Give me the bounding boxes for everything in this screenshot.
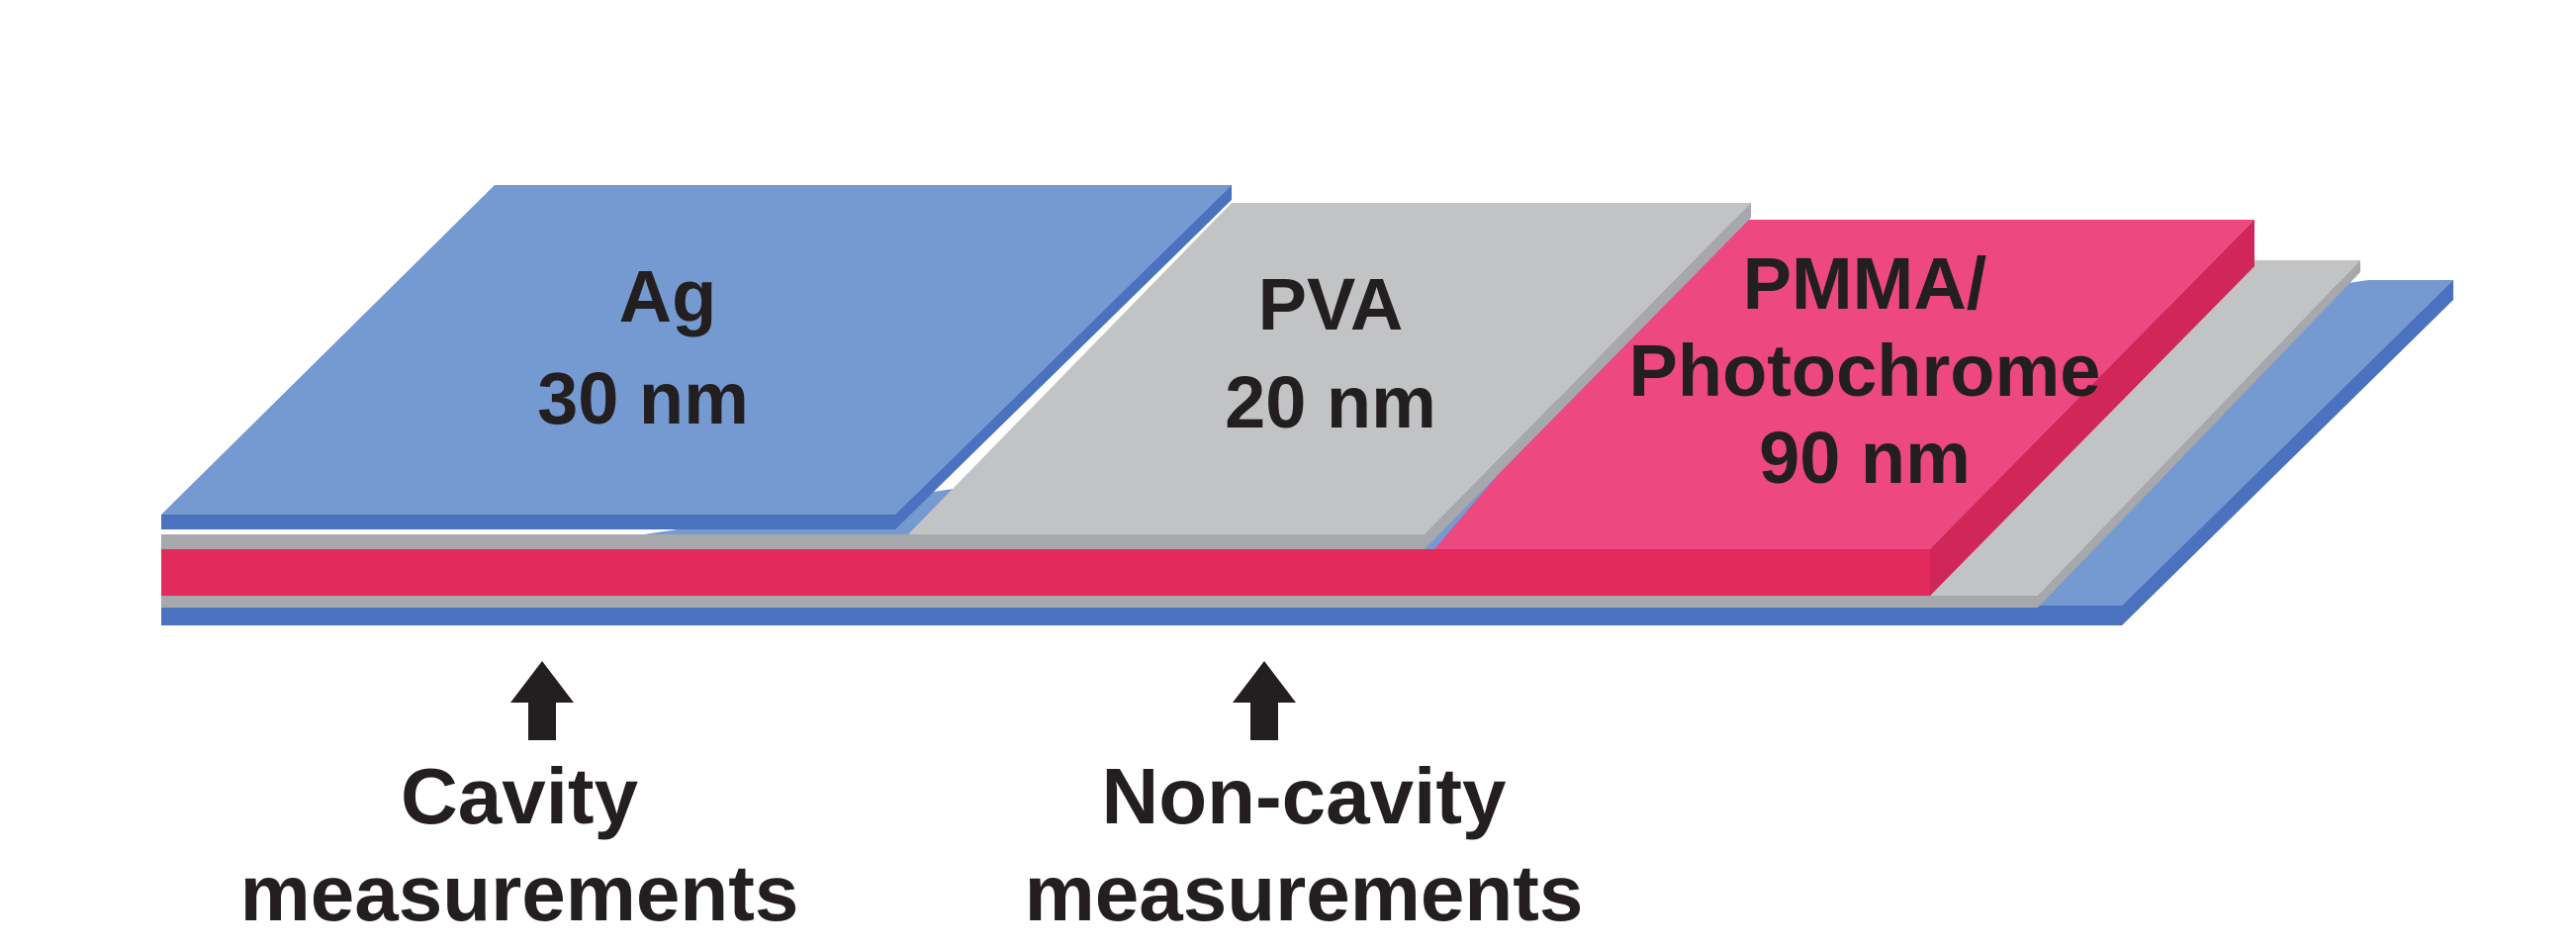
cavity-measurement-label-line2: measurements bbox=[240, 849, 799, 937]
pva-layer-top-face bbox=[908, 203, 1751, 534]
pmma-layer-name-line1: PMMA/ bbox=[1743, 242, 1987, 325]
pmma-layer-top-face bbox=[1434, 220, 2254, 549]
ag-layer-thickness: 30 nm bbox=[537, 357, 749, 439]
pva-layer-side-edge bbox=[1425, 203, 1751, 549]
pva-layer-front-edge bbox=[161, 534, 1425, 549]
ag-layer-top-face bbox=[161, 185, 1232, 515]
bottom-ag-layer-side-edge bbox=[2122, 280, 2453, 625]
ag-layer-side-edge bbox=[895, 185, 1232, 529]
pva-layer-thickness: 20 nm bbox=[1225, 361, 1436, 443]
cavity-measurement-label-line1: Cavity bbox=[401, 752, 639, 840]
pmma-layer-thickness: 90 nm bbox=[1759, 417, 1971, 499]
non-cavity-arrow-icon bbox=[1233, 661, 1296, 740]
pva-layer-name: PVA bbox=[1258, 263, 1404, 345]
bottom-pva-layer-top-face bbox=[1930, 260, 2360, 596]
bottom-pva-layer-side-edge bbox=[2038, 260, 2360, 608]
bottom-ag-layer-top-face bbox=[2041, 280, 2453, 606]
pmma-layer-front-edge bbox=[161, 549, 1930, 596]
non-cavity-measurement-label-line2: measurements bbox=[1025, 849, 1584, 937]
non-cavity-measurement-label-line1: Non-cavity bbox=[1102, 752, 1507, 840]
ag-layer-front-edge bbox=[161, 515, 895, 529]
ag-layer-name: Ag bbox=[619, 255, 717, 337]
bottom-pva-layer-front-edge bbox=[161, 596, 2038, 608]
pmma-layer-name-line2: Photochrome bbox=[1629, 330, 2101, 412]
pmma-layer-side-edge bbox=[1930, 220, 2254, 596]
cavity-arrow-icon bbox=[510, 661, 574, 740]
bottom-ag-layer-front-edge bbox=[161, 606, 2122, 625]
